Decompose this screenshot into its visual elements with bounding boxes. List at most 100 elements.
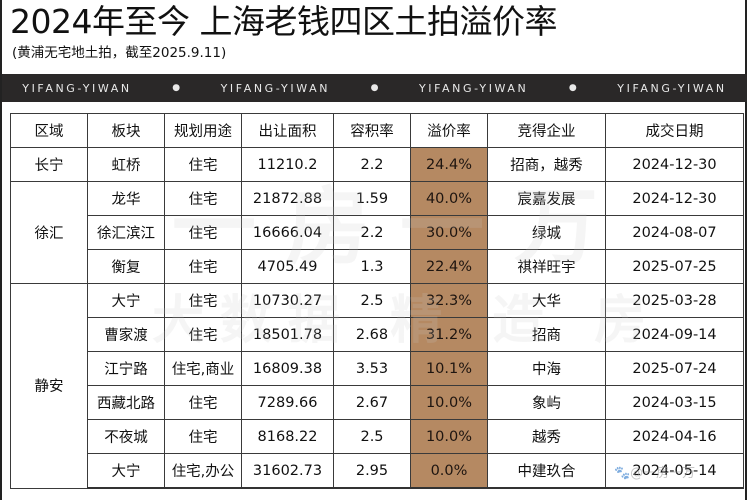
winner-cell: 大华 (487, 283, 606, 318)
far-cell: 2.5 (333, 283, 411, 318)
table-row: 不夜城 住宅 8168.22 2.5 10.0% 越秀 2024-04-16 (11, 419, 744, 454)
table-row: 衡复 住宅 4705.49 1.3 22.4% 祺祥旺宇 2025-07-25 (11, 249, 744, 284)
land-area-cell: 11210.2 (241, 147, 334, 182)
table-header-row: 区域 板块 规划用途 出让面积 容积率 溢价率 竞得企业 成交日期 (10, 113, 744, 148)
winner-cell: 绿城 (487, 215, 606, 250)
date-cell: 2024-08-07 (605, 215, 744, 250)
area-cell: 大宁 (87, 283, 165, 318)
far-cell: 2.5 (333, 419, 411, 454)
far-cell: 2.68 (333, 317, 411, 352)
area-cell: 江宁路 (87, 351, 165, 386)
winner-cell: 越秀 (487, 419, 606, 454)
premium-cell: 32.3% (410, 283, 488, 318)
use-cell: 住宅,办公 (164, 453, 242, 489)
bullet-icon: ● (568, 83, 577, 93)
area-cell: 龙华 (87, 181, 165, 216)
date-cell: 2025-07-24 (605, 351, 744, 386)
land-area-cell: 7289.66 (241, 385, 334, 420)
use-cell: 住宅 (164, 419, 242, 454)
far-cell: 1.59 (333, 181, 411, 216)
winner-cell: 中海 (487, 351, 606, 386)
premium-cell: 22.4% (410, 249, 488, 284)
table-row: 曹家渡 住宅 18501.78 2.68 31.2% 招商 2024-09-14 (11, 317, 744, 352)
column-header-premium: 溢价率 (410, 113, 488, 148)
table-row: 静安 大宁 住宅 10730.27 2.5 32.3% 大华 2025-03-2… (10, 283, 744, 489)
premium-cell: 31.2% (410, 317, 488, 352)
area-cell: 曹家渡 (87, 317, 165, 352)
banner-text: YIFANG-YIWAN (617, 81, 727, 95)
bullet-icon: ● (370, 83, 379, 93)
use-cell: 住宅 (164, 249, 242, 284)
area-cell: 徐汇滨江 (87, 215, 165, 250)
area-cell: 虹桥 (87, 147, 165, 182)
date-cell: 2025-07-25 (605, 249, 744, 284)
far-cell: 2.95 (333, 453, 411, 489)
date-cell: 2024-12-30 (605, 147, 744, 182)
area-cell: 西藏北路 (87, 385, 165, 420)
premium-cell: 0.0% (410, 453, 488, 489)
date-cell: 2024-05-14 (605, 453, 744, 489)
premium-cell: 40.0% (410, 181, 488, 216)
winner-cell: 象屿 (487, 385, 606, 420)
use-cell: 住宅 (164, 181, 242, 216)
banner-text: YIFANG-YIWAN (220, 81, 331, 95)
column-header-district: 区域 (10, 113, 88, 148)
table-row: 大宁 住宅,办公 31602.73 2.95 0.0% 中建玖合 2024-05… (11, 453, 744, 489)
page-title: 2024年至今 上海老钱四区土拍溢价率 (10, 2, 557, 41)
date-cell: 2024-12-30 (605, 181, 744, 216)
winner-cell: 祺祥旺宇 (487, 249, 606, 284)
table-row: 西藏北路 住宅 7289.66 2.67 10.0% 象屿 2024-03-15 (11, 385, 744, 420)
far-cell: 1.3 (333, 249, 411, 284)
table-row: 徐汇滨江 住宅 16666.04 2.2 30.0% 绿城 2024-08-07 (11, 215, 744, 250)
banner-text: YIFANG-YIWAN (22, 81, 132, 95)
district-cell: 静安 (10, 283, 88, 489)
column-header-use: 规划用途 (164, 113, 242, 148)
table-row: 江宁路 住宅,商业 16809.38 3.53 10.1% 中海 2025-07… (11, 351, 744, 386)
column-header-date: 成交日期 (605, 113, 744, 148)
land-area-cell: 21872.88 (241, 181, 334, 216)
use-cell: 住宅 (164, 317, 242, 352)
use-cell: 住宅,商业 (164, 351, 242, 386)
winner-cell: 宸嘉发展 (487, 181, 606, 216)
land-auction-table: 区域 板块 规划用途 出让面积 容积率 溢价率 竞得企业 成交日期 长宁 虹桥 … (10, 113, 744, 489)
use-cell: 住宅 (164, 215, 242, 250)
far-cell: 2.67 (333, 385, 411, 420)
column-header-winner: 竞得企业 (487, 113, 606, 148)
date-cell: 2024-03-15 (605, 385, 744, 420)
premium-cell: 10.0% (410, 385, 488, 420)
winner-cell: 招商，越秀 (487, 147, 606, 182)
far-cell: 3.53 (333, 351, 411, 386)
use-cell: 住宅 (164, 283, 242, 318)
premium-cell: 10.1% (410, 351, 488, 386)
land-area-cell: 18501.78 (241, 317, 334, 352)
date-cell: 2024-04-16 (605, 419, 744, 454)
far-cell: 2.2 (333, 215, 411, 250)
land-area-cell: 16666.04 (241, 215, 334, 250)
premium-cell: 24.4% (410, 147, 488, 182)
table-row: 徐汇 龙华 住宅 21872.88 1.59 40.0% 宸嘉发展 2024-1… (10, 181, 744, 284)
area-cell: 不夜城 (87, 419, 165, 454)
winner-cell: 中建玖合 (487, 453, 606, 489)
date-cell: 2024-09-14 (605, 317, 744, 352)
use-cell: 住宅 (164, 385, 242, 420)
column-header-area: 板块 (87, 113, 165, 148)
land-area-cell: 10730.27 (241, 283, 334, 318)
far-cell: 2.2 (333, 147, 411, 182)
land-area-cell: 16809.38 (241, 351, 334, 386)
column-header-far: 容积率 (333, 113, 411, 148)
area-cell: 大宁 (87, 453, 165, 489)
column-header-land-area: 出让面积 (241, 113, 334, 148)
district-cell: 长宁 (10, 147, 88, 182)
banner-text: YIFANG-YIWAN (418, 81, 529, 95)
use-cell: 住宅 (164, 147, 242, 182)
land-area-cell: 8168.22 (241, 419, 334, 454)
page-subtitle: (黄浦无宅地土拍，截至2025.9.11) (12, 45, 227, 61)
premium-cell: 10.0% (410, 419, 488, 454)
land-area-cell: 31602.73 (241, 453, 334, 489)
brand-banner: YIFANG-YIWAN ● YIFANG-YIWAN ● YIFANG-YIW… (2, 74, 747, 102)
land-area-cell: 4705.49 (241, 249, 334, 284)
date-cell: 2025-03-28 (605, 283, 744, 318)
table-row: 长宁 虹桥 住宅 11210.2 2.2 24.4% 招商，越秀 2024-12… (10, 147, 744, 182)
premium-cell: 30.0% (410, 215, 488, 250)
district-cell: 徐汇 (10, 181, 88, 284)
